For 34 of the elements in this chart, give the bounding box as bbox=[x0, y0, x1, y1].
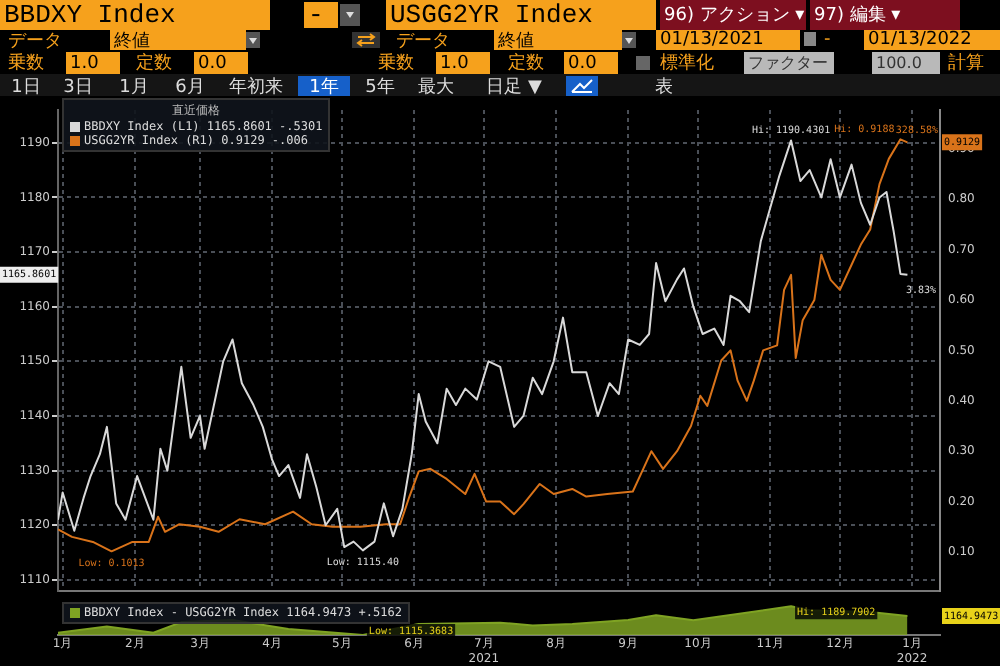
text: 乗数 bbox=[376, 52, 416, 74]
text: データ bbox=[394, 30, 452, 51]
text: 97) 編集 ▾ bbox=[810, 0, 960, 30]
text: 0.0 bbox=[194, 52, 248, 74]
text: BBDXY Index bbox=[0, 0, 270, 30]
text: - bbox=[304, 0, 338, 30]
text: 0.0 bbox=[564, 52, 618, 74]
text: 1月 bbox=[117, 76, 151, 97]
text: USGG2YR Index bbox=[386, 0, 656, 30]
text: 1年 bbox=[298, 76, 350, 97]
text: 表 bbox=[653, 76, 675, 97]
text: 終値 bbox=[494, 30, 622, 51]
text: 6月 bbox=[173, 76, 207, 97]
text: 100.0 bbox=[872, 52, 940, 74]
text: 01/13/2021 bbox=[656, 30, 800, 50]
text: 計算 bbox=[946, 52, 986, 74]
text: - bbox=[822, 30, 833, 50]
text: 1.0 bbox=[436, 52, 490, 74]
text: 1日 bbox=[9, 76, 43, 97]
text: データ bbox=[6, 30, 64, 51]
text: ファクター bbox=[744, 52, 834, 74]
text: 日足 ▼ bbox=[484, 76, 544, 97]
text: 1.0 bbox=[66, 52, 120, 74]
text: 3日 bbox=[61, 76, 95, 97]
text: 標準化 bbox=[658, 52, 716, 74]
text: 終値 bbox=[110, 30, 246, 51]
text: 定数 bbox=[134, 52, 174, 74]
text: 最大 bbox=[416, 76, 456, 97]
text: 乗数 bbox=[6, 52, 46, 74]
text: 96) アクション ▾ bbox=[660, 0, 806, 30]
text: 年初来 bbox=[227, 76, 285, 97]
text: 01/13/2022 bbox=[864, 30, 1000, 50]
text: 5年 bbox=[363, 76, 397, 97]
text: 定数 bbox=[506, 52, 546, 74]
